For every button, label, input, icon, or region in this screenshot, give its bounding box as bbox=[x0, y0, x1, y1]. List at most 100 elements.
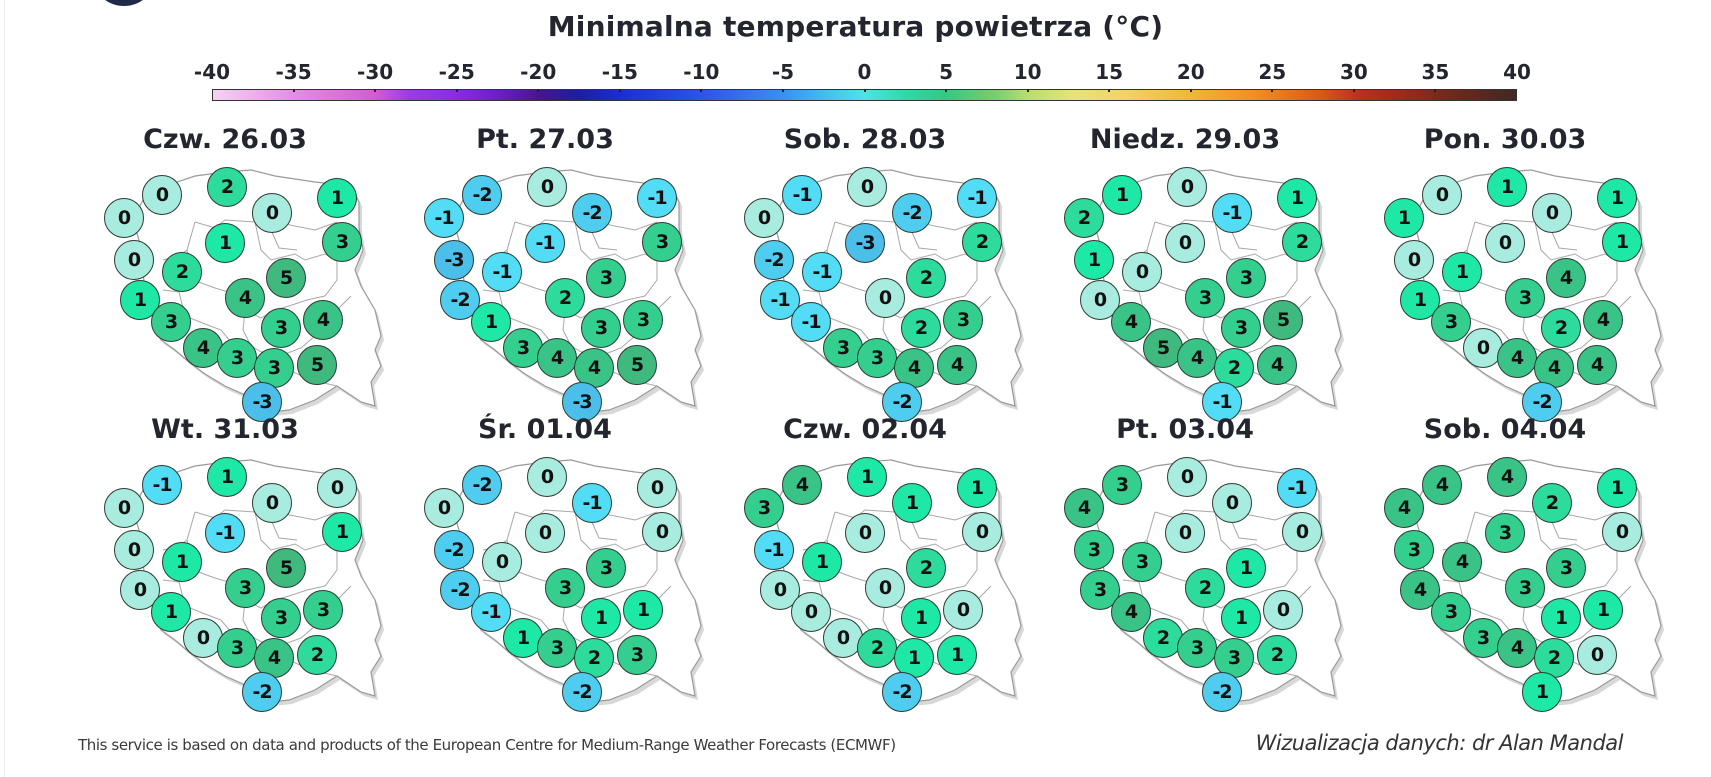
station-temperature-marker: 4 bbox=[254, 638, 294, 678]
station-temperature-marker: 0 bbox=[1463, 328, 1503, 368]
station-temperature-marker: 3 bbox=[151, 302, 191, 342]
station-temperature-marker: 1 bbox=[957, 468, 997, 508]
station-temperature-marker: 4 bbox=[1442, 542, 1482, 582]
station-temperature-marker: 4 bbox=[937, 345, 977, 385]
station-temperature-marker: 3 bbox=[1505, 278, 1545, 318]
station-temperature-marker: 3 bbox=[217, 338, 257, 378]
scale-tick-mark bbox=[292, 89, 295, 92]
chart-title: Minimalna temperatura powietrza (°C) bbox=[547, 10, 1164, 43]
day-map-panel: Sob. 28.03 0 -1 0 -2 -1 2 -3 -2 -1 2 0 -1 -1 2 3 3 3 4 4 -2 bbox=[715, 110, 1035, 422]
station-temperature-marker: 3 bbox=[303, 590, 343, 630]
station-temperature-marker: -2 bbox=[754, 240, 794, 280]
scale-tick-mark bbox=[537, 89, 540, 92]
scale-tick-label: -40 bbox=[193, 60, 231, 84]
station-temperature-marker: 3 bbox=[1102, 465, 1142, 505]
station-temperature-marker: -2 bbox=[882, 672, 922, 712]
scale-tick-label: 15 bbox=[1095, 60, 1124, 84]
station-temperature-marker: 2 bbox=[857, 628, 897, 668]
station-temperature-marker: 1 bbox=[1583, 590, 1623, 630]
station-temperature-marker: 4 bbox=[1111, 302, 1151, 342]
station-temperature-marker: 0 bbox=[1394, 240, 1434, 280]
scale-tick-label: 10 bbox=[1013, 60, 1042, 84]
station-temperature-marker: 4 bbox=[1497, 338, 1537, 378]
day-title: Czw. 26.03 bbox=[143, 124, 307, 155]
station-temperature-marker: 3 bbox=[744, 488, 784, 528]
station-temperature-marker: 1 bbox=[322, 512, 362, 552]
station-temperature-marker: 0 bbox=[317, 468, 357, 508]
station-temperature-marker: -2 bbox=[1522, 382, 1562, 422]
station-temperature-marker: -1 bbox=[1202, 382, 1242, 422]
station-temperature-marker: -1 bbox=[802, 252, 842, 292]
station-temperature-marker: -2 bbox=[462, 175, 502, 215]
station-temperature-marker: -1 bbox=[1277, 468, 1317, 508]
station-temperature-marker: -1 bbox=[572, 483, 612, 523]
station-temperature-marker: 2 bbox=[545, 278, 585, 318]
station-temperature-marker: 1 bbox=[847, 457, 887, 497]
station-temperature-marker: 3 bbox=[1463, 618, 1503, 658]
station-temperature-marker: 3 bbox=[537, 628, 577, 668]
station-temperature-marker: 3 bbox=[1221, 308, 1261, 348]
scale-tick-label: -15 bbox=[601, 60, 638, 84]
scale-tick-label: 25 bbox=[1258, 60, 1287, 84]
station-temperature-marker: 5 bbox=[266, 258, 306, 298]
scale-tick-label: -30 bbox=[357, 60, 394, 84]
station-temperature-marker: 0 bbox=[183, 618, 223, 658]
scale-tick-mark bbox=[945, 89, 948, 92]
station-temperature-marker: 0 bbox=[424, 488, 464, 528]
station-temperature-marker: 3 bbox=[322, 222, 362, 262]
station-temperature-marker: 0 bbox=[845, 513, 885, 553]
station-temperature-marker: 3 bbox=[1505, 568, 1545, 608]
station-temperature-marker: -2 bbox=[462, 465, 502, 505]
station-temperature-marker: 3 bbox=[545, 568, 585, 608]
station-temperature-marker: -2 bbox=[562, 672, 602, 712]
frame-border bbox=[4, 0, 5, 777]
station-temperature-marker: 0 bbox=[1422, 175, 1462, 215]
station-temperature-marker: 3 bbox=[1546, 548, 1586, 588]
station-temperature-marker: 4 bbox=[1487, 457, 1527, 497]
station-temperature-marker: 0 bbox=[1122, 252, 1162, 292]
station-temperature-marker: 1 bbox=[1597, 468, 1637, 508]
station-temperature-marker: 3 bbox=[261, 598, 301, 638]
station-temperature-marker: 3 bbox=[1394, 530, 1434, 570]
station-temperature-marker: 0 bbox=[1263, 590, 1303, 630]
scale-tick-label: -10 bbox=[683, 60, 720, 84]
station-temperature-marker: -3 bbox=[242, 382, 282, 422]
station-temperature-marker: 3 bbox=[623, 300, 663, 340]
station-temperature-marker: 1 bbox=[894, 638, 934, 678]
station-temperature-marker: 0 bbox=[642, 512, 682, 552]
station-temperature-marker: 1 bbox=[892, 483, 932, 523]
station-temperature-marker: 2 bbox=[1257, 635, 1297, 675]
station-temperature-marker: 5 bbox=[266, 548, 306, 588]
station-temperature-marker: 0 bbox=[847, 167, 887, 207]
station-temperature-marker: -1 bbox=[791, 302, 831, 342]
day-map-panel: Pt. 27.03 -1 -2 0 -2 -1 3 -1 -3 -1 3 2 -2 1 3 3 3 4 4 5 -3 bbox=[395, 110, 715, 422]
station-temperature-marker: 2 bbox=[1534, 638, 1574, 678]
station-temperature-marker: 0 bbox=[1167, 167, 1207, 207]
station-temperature-marker: -2 bbox=[434, 530, 474, 570]
station-temperature-marker: 1 bbox=[1487, 167, 1527, 207]
day-title: Śr. 01.04 bbox=[478, 414, 612, 445]
station-temperature-marker: 3 bbox=[1485, 513, 1525, 553]
station-temperature-marker: 1 bbox=[162, 542, 202, 582]
scale-tick-label: -5 bbox=[771, 60, 795, 84]
station-temperature-marker: -1 bbox=[424, 198, 464, 238]
station-temperature-marker: 0 bbox=[865, 278, 905, 318]
day-title: Wt. 31.03 bbox=[151, 414, 299, 445]
scale-tick-mark bbox=[1271, 89, 1274, 92]
station-temperature-marker: 4 bbox=[1497, 628, 1537, 668]
scale-tick-mark bbox=[1352, 89, 1355, 92]
station-temperature-marker: 4 bbox=[1177, 338, 1217, 378]
station-temperature-marker: 1 bbox=[623, 590, 663, 630]
station-temperature-marker: 1 bbox=[1442, 252, 1482, 292]
station-temperature-marker: 1 bbox=[937, 635, 977, 675]
station-temperature-marker: 1 bbox=[1597, 178, 1637, 218]
station-temperature-marker: 0 bbox=[962, 512, 1002, 552]
station-temperature-marker: 1 bbox=[317, 178, 357, 218]
station-temperature-marker: 3 bbox=[1177, 628, 1217, 668]
station-temperature-marker: 4 bbox=[1111, 592, 1151, 632]
station-temperature-marker: 5 bbox=[297, 345, 337, 385]
station-temperature-marker: 0 bbox=[1167, 457, 1207, 497]
station-temperature-marker: -1 bbox=[142, 465, 182, 505]
station-temperature-marker: 4 bbox=[1400, 570, 1440, 610]
station-temperature-marker: -3 bbox=[434, 240, 474, 280]
